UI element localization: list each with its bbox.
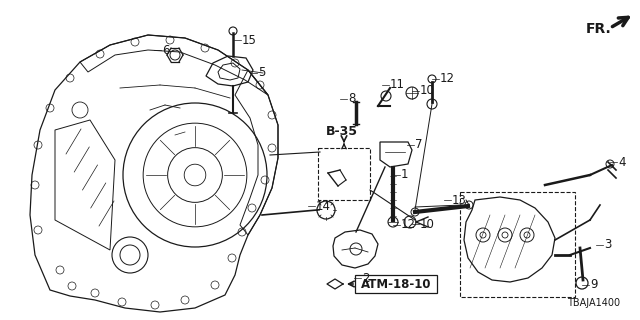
Text: 1: 1 bbox=[401, 169, 408, 181]
Text: 2: 2 bbox=[362, 271, 369, 284]
Text: B-35: B-35 bbox=[326, 125, 358, 138]
Text: 8: 8 bbox=[348, 92, 355, 106]
Text: 11: 11 bbox=[390, 78, 405, 92]
Text: FR.: FR. bbox=[586, 22, 612, 36]
Text: 9: 9 bbox=[590, 278, 598, 292]
Text: 14: 14 bbox=[316, 199, 331, 212]
Text: 12: 12 bbox=[401, 219, 416, 231]
Text: 15: 15 bbox=[242, 34, 257, 46]
Text: 3: 3 bbox=[604, 238, 611, 252]
Text: ATM-18-10: ATM-18-10 bbox=[361, 277, 431, 291]
Text: 7: 7 bbox=[415, 139, 422, 151]
Text: 12: 12 bbox=[440, 73, 455, 85]
Text: 13: 13 bbox=[452, 194, 467, 206]
Text: 10: 10 bbox=[420, 84, 435, 98]
Text: 4: 4 bbox=[618, 156, 625, 169]
Text: 5: 5 bbox=[258, 67, 266, 79]
Text: 10: 10 bbox=[420, 218, 435, 230]
Text: TBAJA1400: TBAJA1400 bbox=[567, 298, 620, 308]
Text: 6: 6 bbox=[162, 44, 170, 57]
